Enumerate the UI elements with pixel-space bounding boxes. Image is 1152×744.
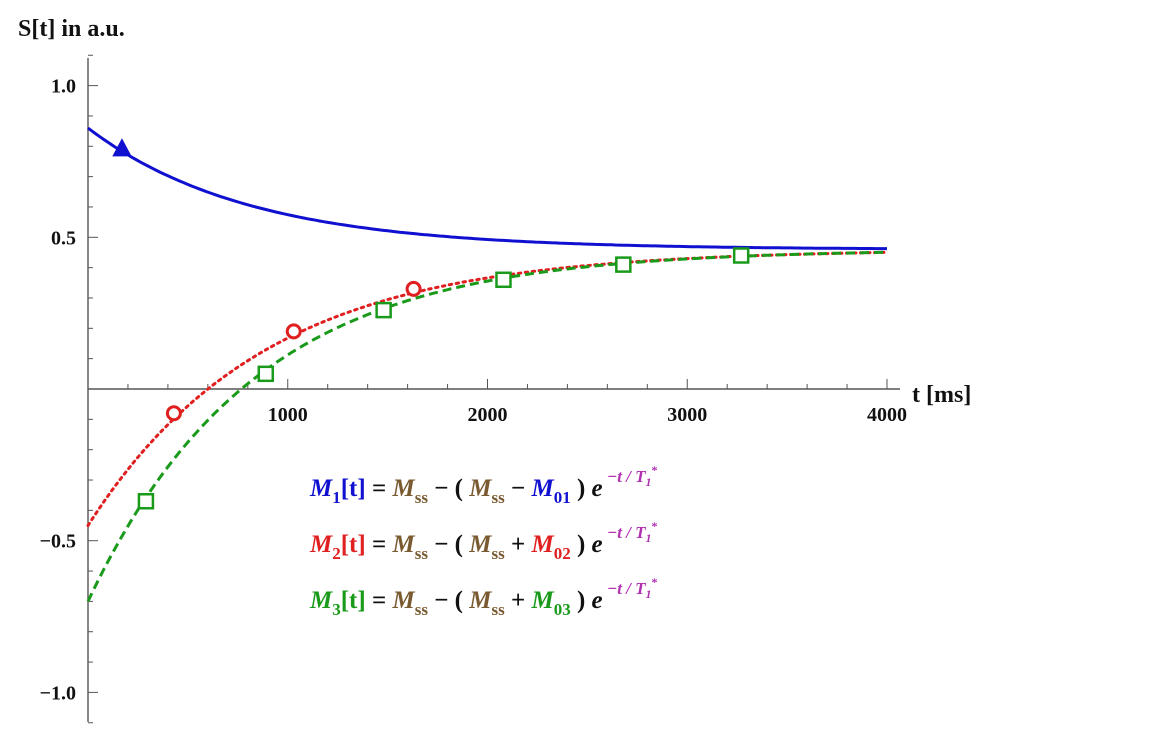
equation-1: M1[t] = Mss − ( Mss − M01 ) e −t / T1* [309, 463, 658, 507]
y-axis-label: S[t] in a.u. [18, 16, 125, 42]
data-point-m3 [732, 247, 750, 264]
series-line-m3 [86, 250, 887, 603]
equation-legend: M1[t] = Mss − ( Mss − M01 ) e −t / T1* M2… [309, 463, 658, 619]
data-point-m2 [165, 405, 182, 422]
y-tick-label: −1.0 [40, 682, 76, 704]
data-markers [112, 138, 750, 510]
equation-2: M2[t] = Mss − ( Mss + M02 ) e −t / T1* [309, 519, 658, 563]
data-point-m3 [137, 493, 155, 510]
data-point-m3 [495, 271, 512, 289]
x-axis-label: t [ms] [912, 382, 971, 408]
data-point-m3 [375, 301, 392, 319]
series-line-m1 [87, 126, 887, 251]
y-tick-label: −0.5 [40, 531, 76, 553]
curves [86, 126, 889, 603]
axes: 1000 2000 3000 4000 −1.0 −0.5 0.5 1.0 [40, 54, 907, 724]
data-point-m2 [405, 280, 422, 297]
x-tick-label: 2000 [468, 404, 508, 426]
x-tick-label: 4000 [867, 404, 907, 426]
y-tick-label: 1.0 [51, 76, 76, 98]
data-point-m3 [257, 365, 275, 383]
x-tick-label: 3000 [667, 404, 707, 426]
equation-3: M3[t] = Mss − ( Mss + M03 ) e −t / T1* [309, 575, 658, 619]
data-point-m3 [615, 256, 632, 273]
y-tick-label: 0.5 [51, 227, 76, 249]
series-line-m2 [86, 250, 889, 527]
data-point-m2 [285, 323, 302, 340]
data-point-m1 [112, 138, 132, 157]
x-tick-label: 1000 [268, 404, 308, 426]
